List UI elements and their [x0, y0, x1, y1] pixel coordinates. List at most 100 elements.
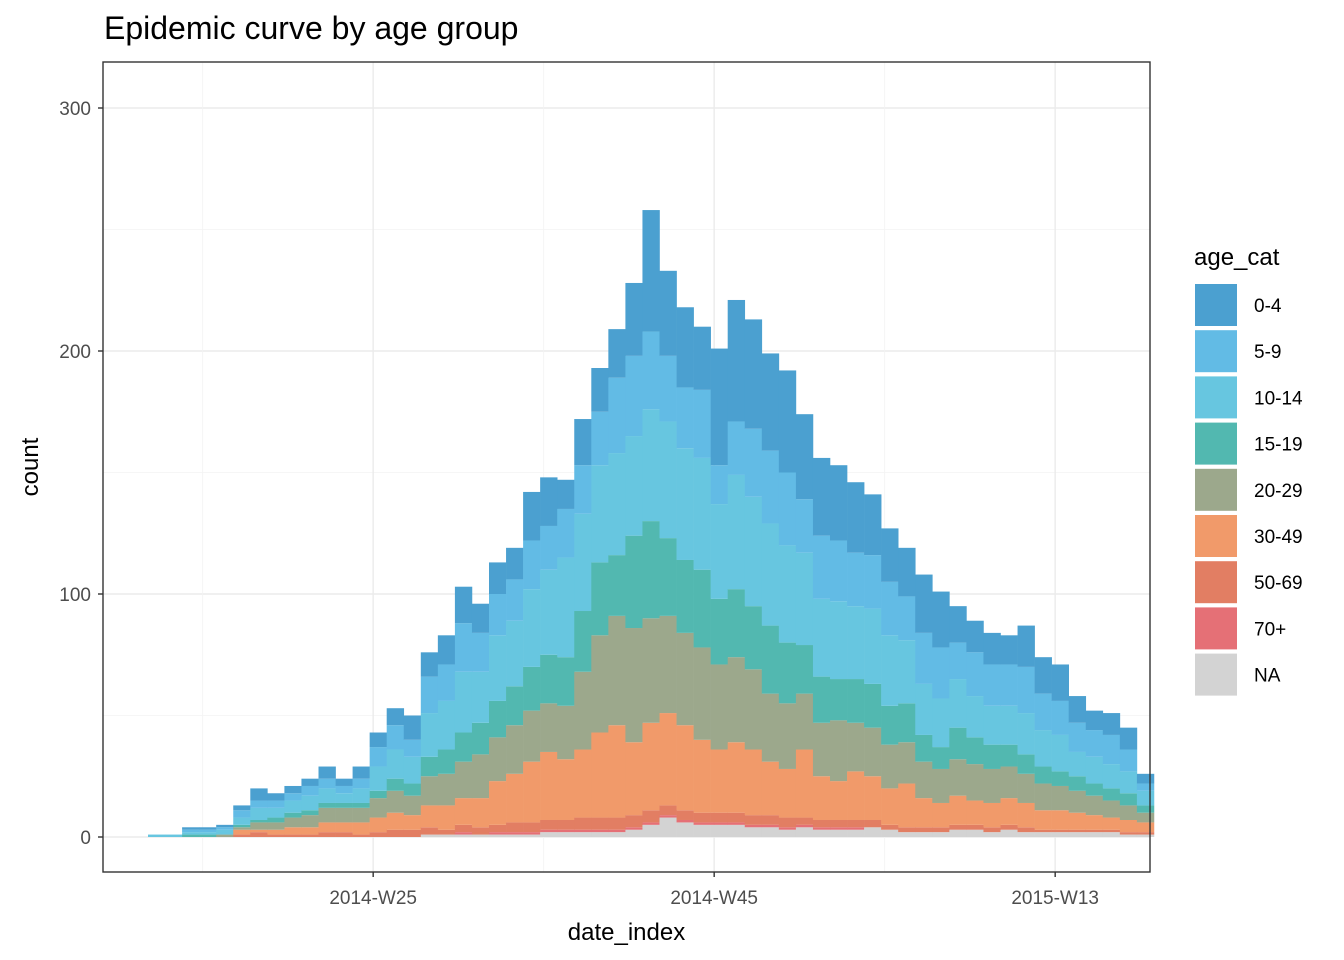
bar-segment-na [420, 834, 439, 837]
bar-segment-30-49 [471, 798, 490, 828]
legend-swatch [1195, 422, 1237, 465]
bar-segment-10-14 [1051, 734, 1069, 772]
bar-segment-10-14 [1085, 756, 1104, 784]
bar-segment-30-49 [420, 805, 439, 828]
bar-segment-0-4 [676, 307, 694, 388]
bar-segment-30-49 [881, 788, 899, 825]
bar-segment-5-9 [301, 785, 319, 796]
bar-segment-5-9 [506, 579, 524, 621]
bar-segment-10-14 [386, 749, 405, 779]
bar-segment-0-4 [812, 457, 831, 536]
bar-segment-50-69 [284, 834, 302, 837]
bar-segment-10-14 [199, 832, 217, 835]
bar-segment-20-29 [216, 834, 234, 837]
bar-segment-0-4 [199, 827, 217, 830]
bar-segment-15-19 [727, 589, 746, 658]
bar-segment-70plus [795, 824, 814, 828]
bar-segment-15-19 [1102, 788, 1121, 801]
bar-segment-5-9 [1034, 693, 1052, 731]
bar-segment-0-4 [506, 547, 524, 580]
bar-segment-0-4 [267, 793, 285, 801]
x-tick-label: 2015-W13 [1011, 888, 1099, 909]
bar-segment-30-49 [1068, 812, 1087, 830]
bar-segment-15-19 [454, 732, 473, 762]
bar-segment-70plus [642, 822, 660, 825]
bar-segment-30-49 [1000, 798, 1018, 825]
bar-segment-30-49 [591, 732, 609, 818]
legend-label: 10-14 [1254, 388, 1303, 409]
x-tick-label: 2014-W45 [670, 888, 758, 909]
bar-segment-15-19 [898, 703, 916, 743]
bar-segment-20-29 [1068, 790, 1087, 813]
bar-segment-5-9 [659, 355, 677, 422]
bar-segment-15-19 [506, 686, 524, 726]
bar-segment-30-49 [693, 739, 711, 813]
bar-segment-30-49 [915, 798, 933, 828]
bar-segment-5-9 [591, 411, 609, 466]
bar-segment-30-49 [744, 749, 763, 816]
bar-segment-5-9 [795, 499, 814, 553]
bar-segment-50-69 [1017, 827, 1035, 833]
x-axis-title: date_index [568, 919, 685, 946]
bar-segment-20-29 [574, 671, 592, 750]
y-axis-title: count [17, 437, 44, 496]
bar-segment-15-19 [1034, 766, 1052, 784]
bar-segment-10-14 [369, 766, 387, 791]
bar-segment-15-19 [710, 598, 728, 665]
bar-segment-0-4 [830, 465, 848, 541]
bar-segment-na [1119, 834, 1138, 837]
bar-segment-50-69 [659, 805, 677, 816]
bar-segment-5-9 [335, 785, 353, 794]
bar-segment-50-69 [489, 824, 507, 833]
bar-segment-na [676, 822, 694, 837]
bar-segment-5-9 [778, 472, 797, 546]
bar-segment-10-14 [352, 788, 370, 803]
bar-segment-30-49 [761, 761, 780, 816]
bar-segment-15-19 [182, 834, 200, 837]
bar-segment-50-69 [642, 810, 660, 823]
bar-segment-na [744, 827, 763, 837]
bar-segment-20-29 [318, 807, 336, 823]
bar-segment-na [1136, 834, 1155, 837]
bar-segment-30-49 [864, 776, 882, 820]
bar-segment-10-14 [625, 436, 643, 536]
bar-segment-20-29 [352, 807, 370, 823]
bar-segment-70plus [693, 822, 711, 825]
bar-segment-5-9 [420, 676, 439, 714]
bar-segment-na [864, 827, 882, 837]
bar-segment-5-9 [540, 525, 558, 570]
bar-segment-20-29 [1017, 773, 1035, 803]
bar-segment-50-69 [267, 834, 285, 837]
bar-segment-30-49 [676, 725, 694, 811]
bar-segment-na [1051, 832, 1069, 837]
bar-segment-30-49 [778, 768, 797, 818]
bar-segment-0-4 [216, 824, 234, 828]
bar-segment-30-49 [506, 773, 524, 823]
bar-segment-na [471, 834, 490, 837]
bar-segment-10-14 [471, 671, 490, 723]
bar-segment-15-19 [778, 642, 797, 704]
bar-segment-0-4 [727, 299, 746, 422]
bar-segment-5-9 [250, 800, 268, 808]
bar-segment-5-9 [454, 623, 473, 672]
bar-segment-0-4 [898, 547, 916, 597]
bar-segment-10-14 [454, 671, 473, 733]
bar-segment-50-69 [454, 824, 473, 833]
bar-segment-30-49 [301, 827, 319, 835]
bar-segment-5-9 [898, 596, 916, 641]
bar-segment-10-14 [182, 832, 200, 835]
bar-segment-50-69 [1085, 829, 1104, 833]
bar-segment-15-19 [761, 625, 780, 694]
bar-segment-0-4 [335, 778, 353, 786]
bar-segment-15-19 [591, 562, 609, 636]
bar-segment-20-29 [847, 722, 865, 772]
bar-segment-20-29 [608, 615, 626, 726]
bar-segment-na [1102, 832, 1121, 837]
bar-segment-20-29 [250, 822, 268, 830]
bar-segment-50-69 [591, 817, 609, 830]
bar-segment-20-29 [1119, 805, 1138, 820]
bar-segment-10-14 [1000, 705, 1018, 745]
bar-segment-5-9 [471, 632, 490, 672]
bar-segment-20-29 [898, 742, 916, 784]
bar-segment-10-14 [1068, 751, 1087, 777]
